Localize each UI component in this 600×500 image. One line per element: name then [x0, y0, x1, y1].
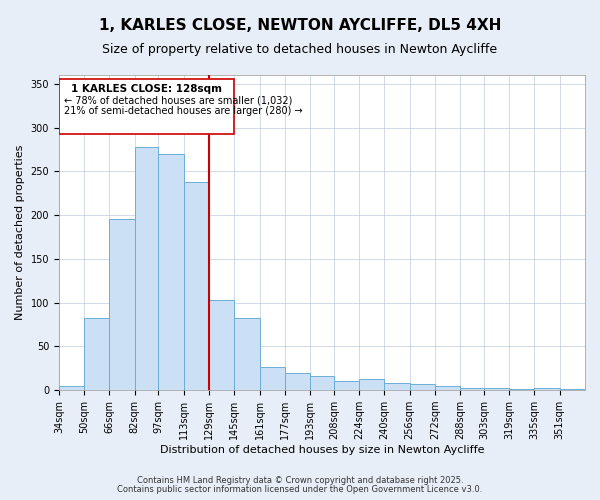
- Bar: [135, 147, 158, 390]
- Bar: [435, 386, 460, 390]
- Bar: [234, 318, 260, 390]
- Bar: [410, 384, 435, 390]
- Bar: [209, 300, 234, 390]
- Text: 1, KARLES CLOSE, NEWTON AYCLIFFE, DL5 4XH: 1, KARLES CLOSE, NEWTON AYCLIFFE, DL5 4X…: [99, 18, 501, 32]
- Bar: [334, 382, 359, 390]
- FancyBboxPatch shape: [59, 80, 234, 134]
- X-axis label: Distribution of detached houses by size in Newton Aycliffe: Distribution of detached houses by size …: [160, 445, 484, 455]
- Bar: [59, 386, 84, 390]
- Text: Size of property relative to detached houses in Newton Aycliffe: Size of property relative to detached ho…: [103, 42, 497, 56]
- Bar: [158, 154, 184, 390]
- Bar: [260, 366, 285, 390]
- Bar: [285, 372, 310, 390]
- Text: ← 78% of detached houses are smaller (1,032): ← 78% of detached houses are smaller (1,…: [64, 95, 292, 105]
- Bar: [84, 318, 109, 390]
- Bar: [184, 182, 209, 390]
- Text: Contains HM Land Registry data © Crown copyright and database right 2025.: Contains HM Land Registry data © Crown c…: [137, 476, 463, 485]
- Text: 1 KARLES CLOSE: 128sqm: 1 KARLES CLOSE: 128sqm: [71, 84, 222, 94]
- Bar: [460, 388, 484, 390]
- Bar: [385, 383, 410, 390]
- Bar: [484, 388, 509, 390]
- Bar: [359, 379, 385, 390]
- Text: 21% of semi-detached houses are larger (280) →: 21% of semi-detached houses are larger (…: [64, 106, 302, 116]
- Y-axis label: Number of detached properties: Number of detached properties: [15, 145, 25, 320]
- Text: Contains public sector information licensed under the Open Government Licence v3: Contains public sector information licen…: [118, 485, 482, 494]
- Bar: [535, 388, 560, 390]
- Bar: [109, 220, 135, 390]
- Bar: [310, 376, 334, 390]
